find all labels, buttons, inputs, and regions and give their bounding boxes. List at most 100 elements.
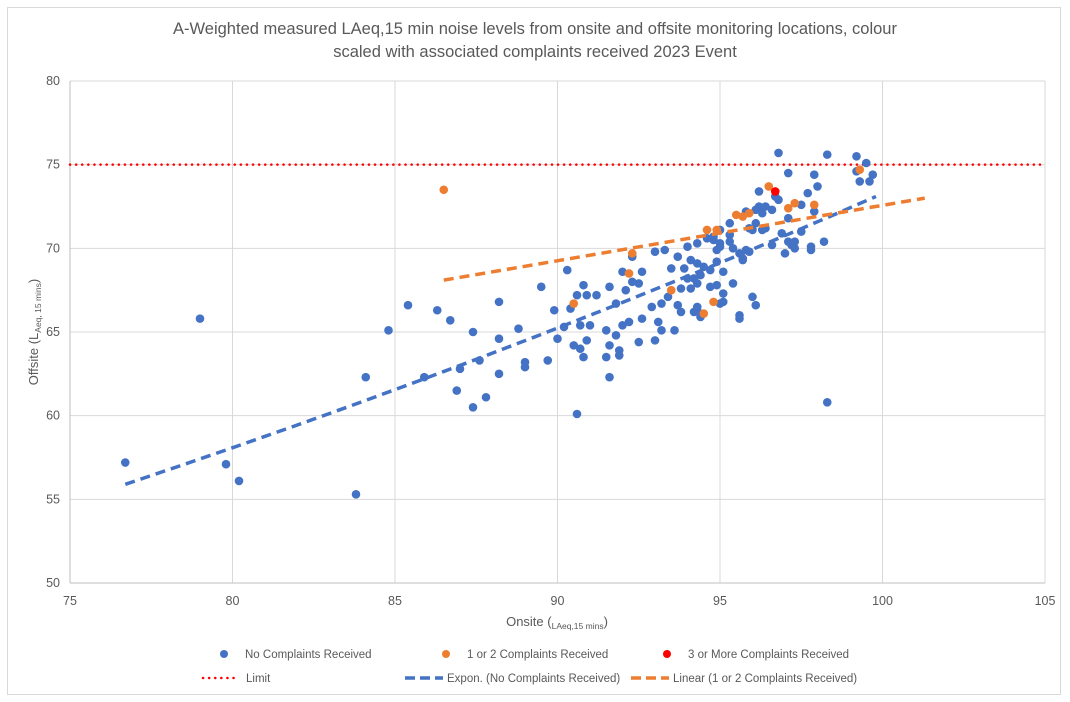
point-1-or-2-complaints <box>627 249 637 258</box>
legend-3-or-more-complaints-marker <box>663 650 671 658</box>
point-no-complaints <box>468 327 478 337</box>
chart-frame <box>7 7 1061 695</box>
point-no-complaints <box>813 182 822 191</box>
point-no-complaints <box>725 230 735 240</box>
point-no-complaints <box>718 267 728 277</box>
point-no-complaints <box>624 317 634 327</box>
point-no-complaints <box>637 314 647 323</box>
point-no-complaints <box>419 372 429 382</box>
point-no-complaints <box>494 334 504 343</box>
point-no-complaints <box>579 280 588 290</box>
point-no-complaints <box>796 200 806 210</box>
x-axis-label-sub: LAeq,15 mins <box>552 621 604 631</box>
point-no-complaints <box>221 459 231 469</box>
point-no-complaints <box>650 336 660 345</box>
point-no-complaints <box>601 326 611 335</box>
point-1-or-2-complaints <box>624 269 634 278</box>
x-tick-label: 80 <box>226 594 240 608</box>
point-no-complaints <box>852 152 861 161</box>
point-no-complaints <box>806 242 816 251</box>
legend: No Complaints Received 1 or 2 Complaints … <box>201 649 857 685</box>
point-no-complaints <box>868 170 878 180</box>
point-no-complaints <box>822 397 832 407</box>
y-axis-label-main: Offsite (L <box>26 333 41 386</box>
x-axis-label: Onsite (LAeq,15 mins) <box>506 614 608 631</box>
point-no-complaints <box>686 255 696 265</box>
point-no-complaints <box>657 299 666 308</box>
point-no-complaints <box>705 265 715 275</box>
point-no-complaints <box>865 177 874 186</box>
point-no-complaints <box>735 314 744 323</box>
point-1-or-2-complaints <box>738 212 748 221</box>
x-tick-label: 75 <box>63 594 77 608</box>
point-no-complaints <box>679 264 689 273</box>
point-no-complaints <box>621 285 631 295</box>
point-no-complaints <box>553 334 562 343</box>
point-no-complaints <box>692 239 702 248</box>
point-no-complaints <box>403 300 413 310</box>
legend-limit-label: Limit <box>246 673 271 685</box>
x-axis-label-close: ) <box>604 614 608 629</box>
point-1-or-2-complaints <box>699 309 709 318</box>
y-tick-label: 65 <box>46 325 60 339</box>
point-1-or-2-complaints <box>855 165 865 174</box>
legend-linear-trend-label: Linear (1 or 2 Complaints Received) <box>673 673 857 685</box>
point-no-complaints <box>725 218 735 228</box>
legend-no-complaints-label: No Complaints Received <box>245 649 372 661</box>
point-no-complaints <box>819 237 829 246</box>
point-no-complaints <box>809 170 819 180</box>
point-no-complaints <box>673 252 683 261</box>
point-no-complaints <box>579 352 588 362</box>
y-tick-label: 80 <box>46 74 60 88</box>
x-tick-label: 85 <box>388 594 402 608</box>
point-no-complaints <box>234 476 244 486</box>
point-no-complaints <box>637 267 647 277</box>
y-tick-label: 70 <box>46 241 60 255</box>
chart-title: A-Weighted measured LAeq,15 min noise le… <box>0 18 1070 64</box>
chart-title-line-1: A-Weighted measured LAeq,15 min noise le… <box>173 20 897 38</box>
trend-lines <box>124 194 926 486</box>
point-1-or-2-complaints <box>439 185 449 195</box>
y-tick-label: 55 <box>46 492 60 506</box>
point-no-complaints <box>783 168 793 178</box>
point-no-complaints <box>757 208 767 218</box>
point-no-complaints <box>494 297 504 307</box>
y-axis-label-close: ) <box>26 279 41 283</box>
point-no-complaints <box>683 242 692 251</box>
expon-trendline-no-complaints <box>124 194 877 486</box>
point-no-complaints <box>585 321 595 330</box>
point-no-complaints <box>195 314 205 323</box>
point-no-complaints <box>744 247 754 256</box>
x-tick-label: 95 <box>713 594 727 608</box>
point-no-complaints <box>705 282 715 292</box>
point-no-complaints <box>361 372 371 382</box>
point-no-complaints <box>748 292 757 302</box>
point-1-or-2-complaints <box>709 297 718 307</box>
point-no-complaints <box>676 307 686 317</box>
point-no-complaints <box>692 259 702 268</box>
point-no-complaints <box>605 282 614 292</box>
point-no-complaints <box>494 369 504 379</box>
point-1-or-2-complaints <box>702 225 712 235</box>
point-no-complaints <box>452 386 462 395</box>
point-1-or-2-complaints <box>783 203 793 213</box>
y-tick-labels: 50 55 60 65 70 75 80 <box>46 74 60 590</box>
legend-1-or-2-complaints-marker <box>442 650 450 658</box>
point-1-or-2-complaints <box>731 210 741 220</box>
point-no-complaints <box>481 392 491 402</box>
point-no-complaints <box>614 346 624 355</box>
point-no-complaints <box>120 458 130 467</box>
point-no-complaints <box>650 247 660 256</box>
chart-title-line-2: scaled with associated complaints receiv… <box>333 43 737 61</box>
point-no-complaints <box>582 290 592 300</box>
point-1-or-2-complaints <box>569 299 579 308</box>
x-tick-labels: 75 80 85 90 95 100 105 <box>63 594 1055 608</box>
point-no-complaints <box>445 315 455 325</box>
point-no-complaints <box>855 177 865 186</box>
point-no-complaints <box>468 403 478 412</box>
point-no-complaints <box>718 289 728 298</box>
point-no-complaints <box>790 237 800 246</box>
point-no-complaints <box>676 284 686 293</box>
point-no-complaints <box>634 337 644 347</box>
